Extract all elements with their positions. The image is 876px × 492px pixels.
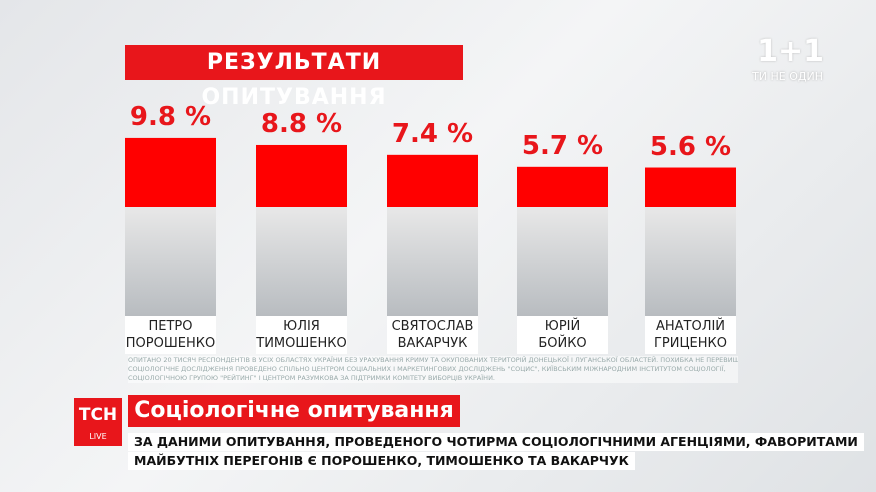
footnote-line: СОЦІОЛОГІЧНОЮ ГРУПОЮ "РЕЙТИНГ" І ЦЕНТРОМ… — [128, 374, 496, 382]
candidate-name: АНАТОЛІЙ ГРИЦЕНКО — [645, 316, 736, 354]
footnote-line: ОПИТАНО 20 ТИСЯЧ РЕСПОНДЕНТІВ В УСІХ ОБЛ… — [128, 356, 738, 364]
candidate-photo — [517, 207, 608, 316]
bar — [125, 137, 216, 207]
value-label: 5.7 % — [521, 130, 604, 161]
ticker-line: ЗА ДАНИМИ ОПИТУВАННЯ, ПРОВЕДЕНОГО ЧОТИРМ… — [128, 433, 864, 451]
candidate-photo — [387, 207, 478, 316]
value-label: 9.8 % — [129, 101, 212, 132]
channel-logo: 1+1 — [757, 34, 824, 69]
bar — [517, 166, 608, 207]
candidate-photo — [645, 207, 736, 316]
bar — [645, 167, 736, 207]
candidate-name: СВЯТОСЛАВ ВАКАРЧУК — [387, 316, 478, 354]
candidate-photo — [256, 207, 347, 316]
chart-title: РЕЗУЛЬТАТИ ОПИТУВАННЯ — [125, 45, 463, 110]
value-label: 7.4 % — [391, 118, 474, 149]
footnote: ОПИТАНО 20 ТИСЯЧ РЕСПОНДЕНТІВ В УСІХ ОБЛ… — [128, 356, 738, 383]
bar — [387, 154, 478, 207]
candidate-photo — [125, 207, 216, 316]
candidate-name: ЮЛІЯ ТИМОШЕНКО — [256, 316, 347, 354]
tsn-logo: ТСН — [74, 398, 122, 446]
value-label: 8.8 % — [260, 108, 343, 139]
headline: Соціологічне опитування — [128, 395, 460, 427]
ticker-line: МАЙБУТНІХ ПЕРЕГОНІВ Є ПОРОШЕНКО, ТИМОШЕН… — [128, 452, 635, 470]
candidate-name: ПЕТРО ПОРОШЕНКО — [125, 316, 216, 354]
value-label: 5.6 % — [649, 131, 732, 162]
candidate-name: ЮРІЙ БОЙКО — [517, 316, 608, 354]
channel-slogan: ТИ НЕ ОДИН — [752, 70, 823, 83]
footnote-line: СОЦІОЛОГІЧНЕ ДОСЛІДЖЕННЯ ПРОВЕДЕНО СПІЛЬ… — [128, 365, 726, 373]
live-label: LIVE — [89, 432, 107, 441]
bar — [256, 144, 347, 207]
